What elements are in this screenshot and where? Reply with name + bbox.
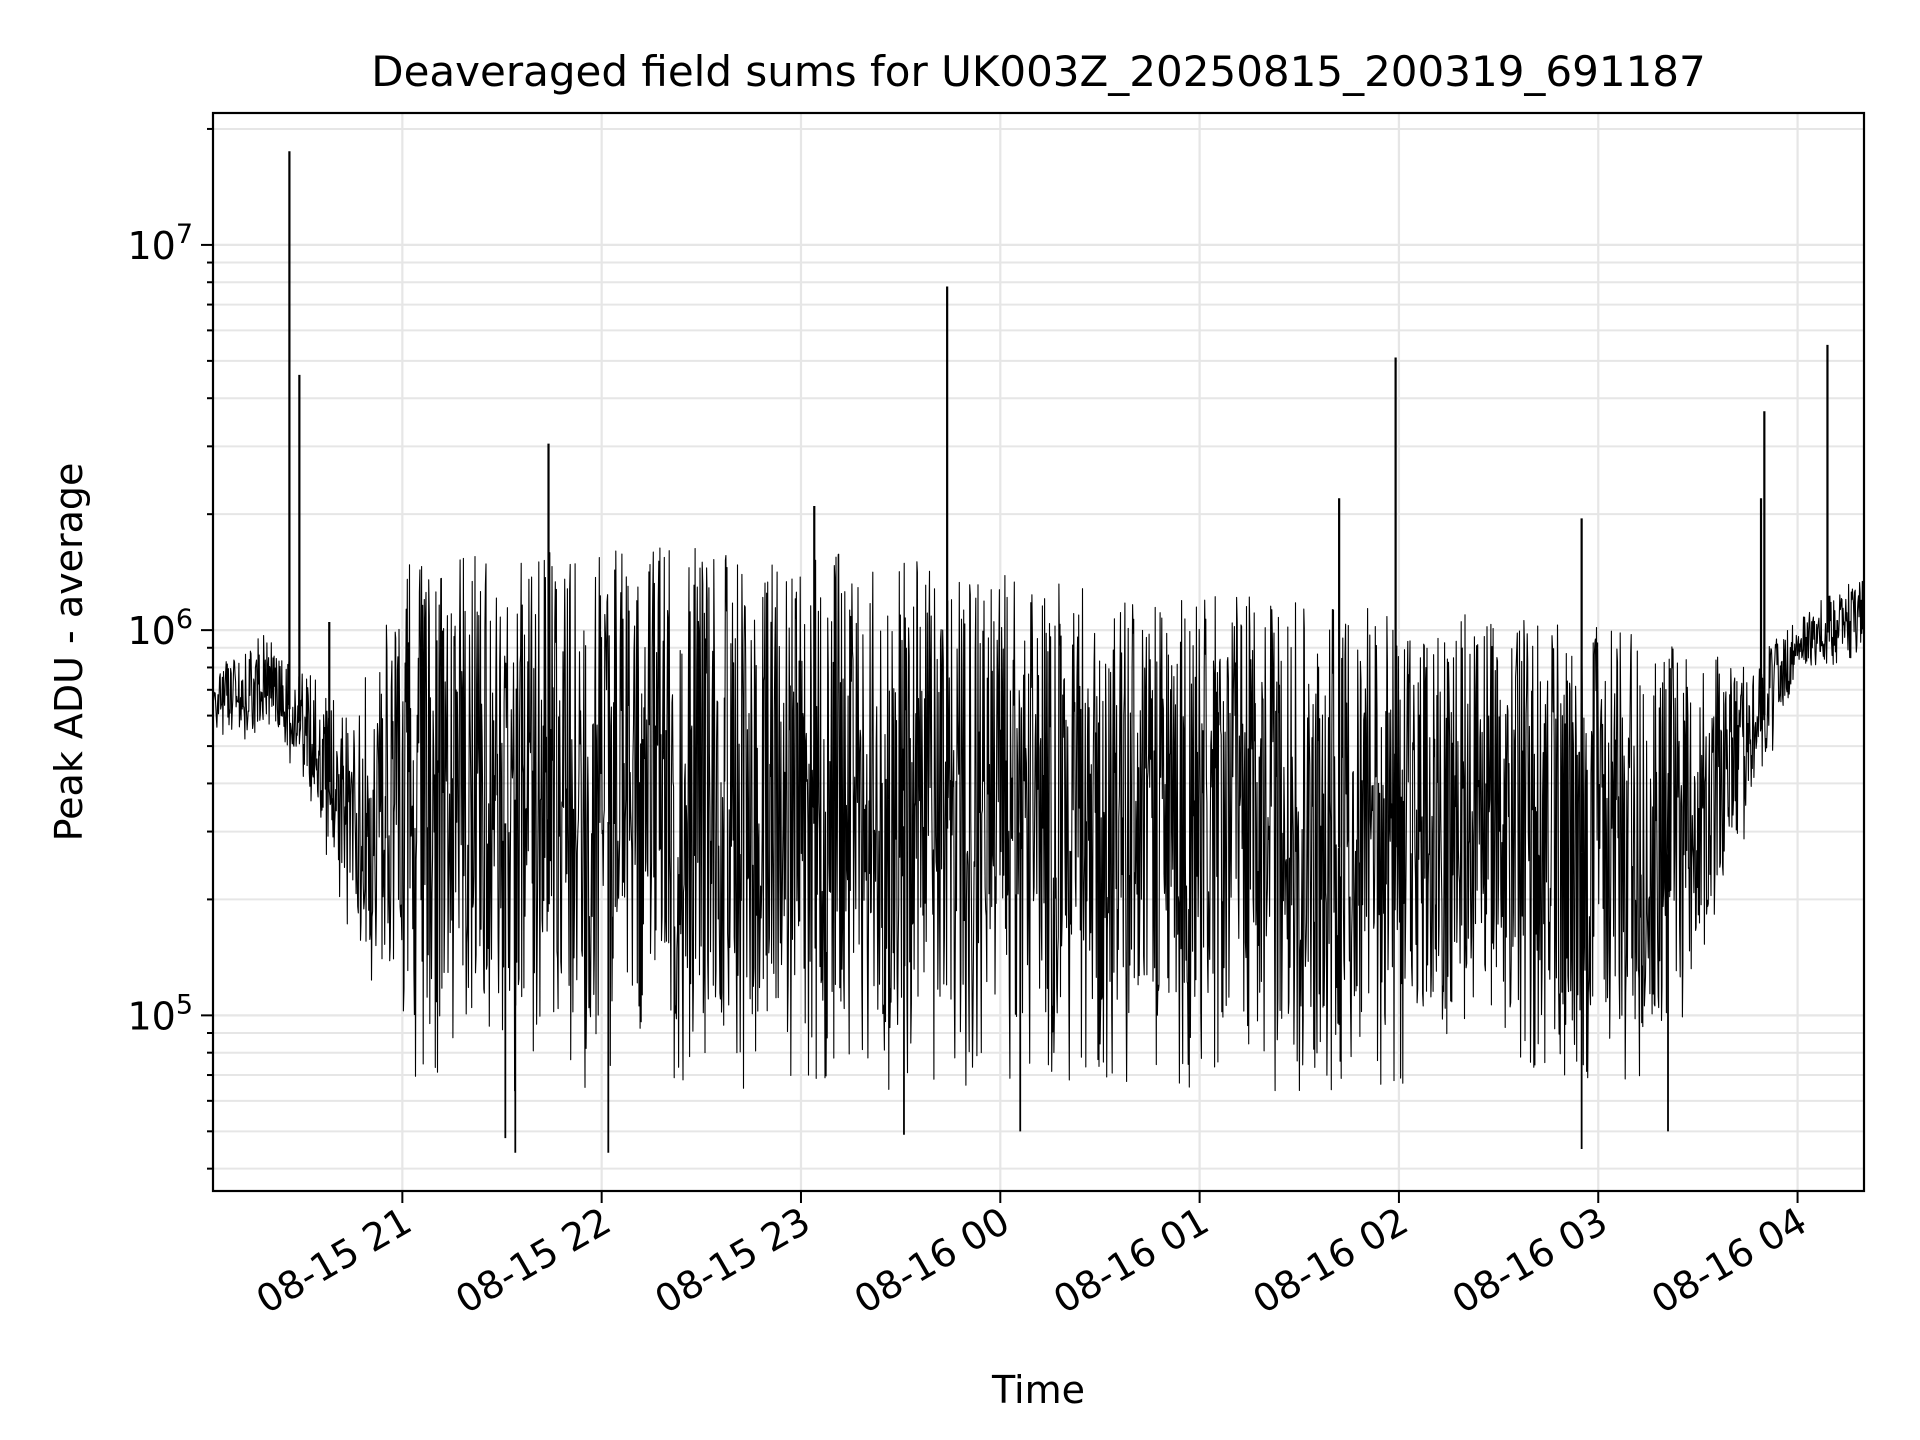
- y-tick-label-base: 10: [127, 609, 175, 653]
- chart-title: Deaveraged field sums for UK003Z_2025081…: [371, 47, 1706, 96]
- y-axis-label: Peak ADU - average: [47, 463, 91, 842]
- y-tick-label: 107: [127, 219, 193, 268]
- plot-frame: [211, 111, 1866, 1193]
- y-tick-label-base: 10: [127, 224, 175, 268]
- y-tick-label-exponent: 7: [176, 219, 193, 250]
- y-tick-label-exponent: 6: [176, 604, 193, 635]
- y-tick-label: 105: [127, 989, 193, 1038]
- y-tick-label: 106: [127, 604, 193, 653]
- series-layer: [212, 151, 1865, 1153]
- y-tick-label-exponent: 5: [176, 989, 193, 1020]
- x-axis-label: Time: [991, 1368, 1085, 1412]
- series-line: [212, 547, 1865, 1092]
- y-tick-label-base: 10: [127, 994, 175, 1038]
